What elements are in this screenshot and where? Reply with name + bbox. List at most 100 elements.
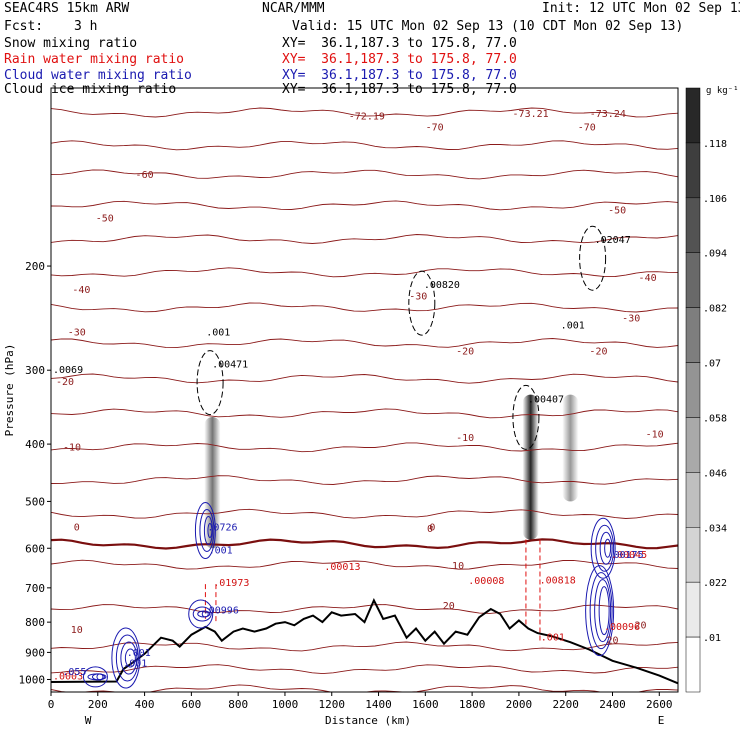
isotherm-15 <box>51 200 678 211</box>
cloud-water-max-label-3: .001 <box>127 648 151 659</box>
cloud-water-max-label-0: .0726 <box>207 523 237 534</box>
colorbar-tick-label-4: .07 <box>703 359 721 370</box>
field-name-snow: Snow mixing ratio <box>4 36 138 51</box>
forecast-hours: 3 h <box>74 19 98 34</box>
isotherm-8 <box>51 442 678 453</box>
snow-max-label-3: .02047 <box>595 235 631 246</box>
isotherm-6 <box>51 508 678 519</box>
isotherm-label-11: -30 <box>409 292 427 303</box>
cloud-water-max-label-6: .00175 <box>607 550 643 561</box>
rain-max-label-3: .00818 <box>540 575 576 586</box>
temperature-contours <box>51 107 678 692</box>
rain-max-label-6: .0003 <box>53 671 83 682</box>
field-xy-cloud-ice: XY= 36.1,187.3 to 175.8, 77.0 <box>282 82 517 97</box>
snow-column-1 <box>522 394 539 540</box>
isotherm-label-9: -40 <box>639 273 657 284</box>
y-tick-label-5: 700 <box>25 582 45 595</box>
cloud-water-contour-0-1 <box>199 509 215 553</box>
isotherm-label-1: -73.21 <box>513 109 549 120</box>
hydrometeor-contours <box>82 225 616 689</box>
isotherm-label-19: 0 <box>74 523 80 534</box>
rain-max-label-5: .001 <box>541 633 565 644</box>
y-tick-label-8: 1000 <box>19 673 46 686</box>
x-tick-label-9: 1800 <box>459 698 486 711</box>
contour-labels: -72.19 -73.21 -73.24 -70 -70 -60 -50 -50 -40 -40 -… <box>53 109 664 682</box>
isotherm-3 <box>51 604 678 614</box>
isotherm-16 <box>51 169 678 180</box>
rain-max-label-4: .00096 <box>604 622 640 633</box>
x-tick-label-7: 1400 <box>365 698 392 711</box>
cloud-water-contour-5-0 <box>585 565 615 657</box>
cloud-water-max-label-5: .055 <box>62 667 86 678</box>
cloud-water-contour-4-1 <box>595 524 615 572</box>
field-name-cloud-water: Cloud water mixing ratio <box>4 68 192 83</box>
isotherm-label-25: 20 <box>443 601 455 612</box>
isotherm-label-22: 10 <box>71 625 83 636</box>
x-tick-label-3: 600 <box>181 698 201 711</box>
cloud-water-contour-0-3 <box>207 523 213 539</box>
y-tick-label-1: 300 <box>25 364 45 377</box>
snow-column-2 <box>562 394 579 502</box>
init-time: Init: 12 UTC Mon 02 Sep 13 <box>542 1 740 16</box>
cloud-water-contour-4-3 <box>604 538 612 558</box>
cloud-water-contour-2-2 <box>120 641 138 675</box>
colorbar-tick-label-3: .082 <box>703 304 727 315</box>
colorbar-tick-label-9: .01 <box>703 633 721 644</box>
x-axis-label: Distance (km) <box>325 714 411 727</box>
y-tick-label-7: 900 <box>25 646 45 659</box>
field-name-rain: Rain water mixing ratio <box>4 52 185 67</box>
cloud-water-contour-3-0 <box>82 666 108 688</box>
colorbar-segment-9 <box>685 581 701 638</box>
isotherm-1 <box>51 664 678 675</box>
x-tick-label-6: 1200 <box>318 698 345 711</box>
isotherm-label-15: -20 <box>589 346 607 357</box>
isotherm-label-24: 20 <box>606 636 618 647</box>
field-xy-rain: XY= 36.1,187.3 to 175.8, 77.0 <box>282 52 517 67</box>
cloud-water-max-label-4: .001 <box>123 658 147 669</box>
colorbar-tick-label-7: .034 <box>703 523 727 534</box>
isotherm-5 <box>51 538 678 550</box>
y-tick-label-3: 500 <box>25 495 45 508</box>
y-axis-label: Pressure (hPa) <box>3 344 16 437</box>
colorbar-segment-1 <box>685 142 701 199</box>
isotherm-11 <box>51 338 678 349</box>
isotherm-label-20: 0 <box>429 523 435 534</box>
rain-max-label-0: .01973 <box>213 578 249 589</box>
isotherm-label-14: -20 <box>456 346 474 357</box>
isotherm-label-2: -73.24 <box>590 109 626 120</box>
terrain-line <box>51 598 678 685</box>
isotherm-10 <box>51 373 678 384</box>
isotherm-label-23: 10 <box>452 561 464 572</box>
cloud-water-contour-4-2 <box>599 531 613 565</box>
colorbar-segment-3 <box>685 252 701 308</box>
rain-max-label-1: .00013 <box>324 562 360 573</box>
colorbar-segment-6 <box>685 417 701 473</box>
snow-max-label-5: .001 <box>206 327 230 338</box>
x-tick-label-11: 2200 <box>552 698 579 711</box>
colorbar-tick-label-6: .046 <box>703 468 727 479</box>
snow-outline-2 <box>512 384 540 450</box>
y-tick-label-4: 600 <box>25 542 45 555</box>
terrain-layer <box>51 598 678 685</box>
colorbar-segment-5 <box>685 362 701 418</box>
x-tick-label-4: 800 <box>228 698 248 711</box>
plot-frame <box>50 87 679 693</box>
rain-max-label-7: .00045 <box>611 550 647 561</box>
isotherm-18 <box>51 107 678 118</box>
field-xy-snow: XY= 36.1,187.3 to 175.8, 77.0 <box>282 36 517 51</box>
colorbar-segment-2 <box>685 197 701 253</box>
snow-max-label-1: .00820 <box>424 280 460 291</box>
x-tick-label-0: 0 <box>48 698 55 711</box>
isotherm-12 <box>51 302 678 313</box>
cloud-water-contour-5-2 <box>594 579 612 643</box>
x-tick-label-13: 2600 <box>646 698 673 711</box>
cloud-water-contour-1-1 <box>192 606 212 622</box>
organization-label: NCAR/MMM <box>262 1 325 16</box>
cloud-water-max-label-2: .00996 <box>203 605 239 616</box>
isotherm-label-26: 20 <box>635 620 647 631</box>
cloud-water-contour-2-3 <box>124 648 136 668</box>
field-name-cloud-ice: Cloud ice mixing ratio <box>4 82 177 97</box>
colorbar: .118 .106 .094 .082 .07 .058 .046 .034 .022 .01 <box>685 87 727 693</box>
snow-max-label-6: .001 <box>561 320 585 331</box>
west-label: W <box>85 714 92 727</box>
